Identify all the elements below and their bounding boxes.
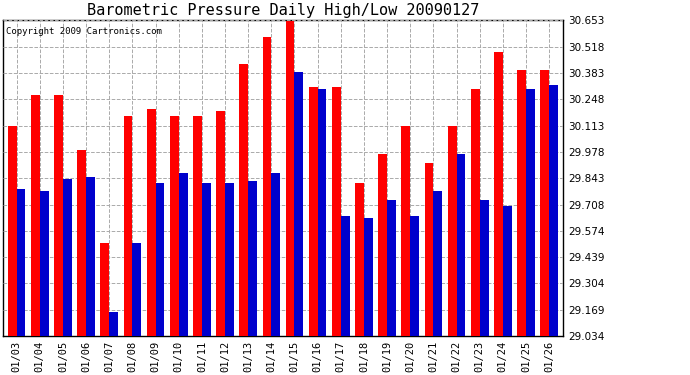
Bar [216, 111, 225, 336]
Bar [63, 179, 72, 336]
Bar [193, 117, 202, 336]
Bar [424, 163, 433, 336]
Bar [355, 183, 364, 336]
Bar [132, 243, 141, 336]
Bar [109, 312, 118, 336]
Bar [8, 126, 17, 336]
Bar [271, 173, 280, 336]
Bar [202, 183, 210, 336]
Bar [239, 64, 248, 336]
Bar [55, 95, 63, 336]
Bar [480, 200, 489, 336]
Text: Copyright 2009 Cartronics.com: Copyright 2009 Cartronics.com [6, 27, 161, 36]
Bar [31, 95, 40, 336]
Bar [225, 183, 234, 336]
Bar [77, 150, 86, 336]
Bar [448, 126, 457, 336]
Bar [248, 181, 257, 336]
Bar [503, 206, 512, 336]
Bar [494, 52, 503, 336]
Bar [411, 216, 419, 336]
Bar [101, 243, 109, 336]
Bar [170, 117, 179, 336]
Title: Barometric Pressure Daily High/Low 20090127: Barometric Pressure Daily High/Low 20090… [87, 3, 479, 18]
Bar [295, 72, 304, 336]
Bar [540, 70, 549, 336]
Bar [457, 153, 465, 336]
Bar [317, 89, 326, 336]
Bar [402, 126, 411, 336]
Bar [147, 109, 155, 336]
Bar [549, 85, 558, 336]
Bar [155, 183, 164, 336]
Bar [124, 117, 132, 336]
Bar [332, 87, 341, 336]
Bar [86, 177, 95, 336]
Bar [387, 200, 396, 336]
Bar [526, 89, 535, 336]
Bar [309, 87, 317, 336]
Bar [518, 70, 526, 336]
Bar [179, 173, 188, 336]
Bar [40, 190, 48, 336]
Bar [286, 21, 295, 336]
Bar [378, 153, 387, 336]
Bar [17, 189, 26, 336]
Bar [364, 218, 373, 336]
Bar [471, 89, 480, 336]
Bar [433, 190, 442, 336]
Bar [341, 216, 350, 336]
Bar [263, 36, 271, 336]
